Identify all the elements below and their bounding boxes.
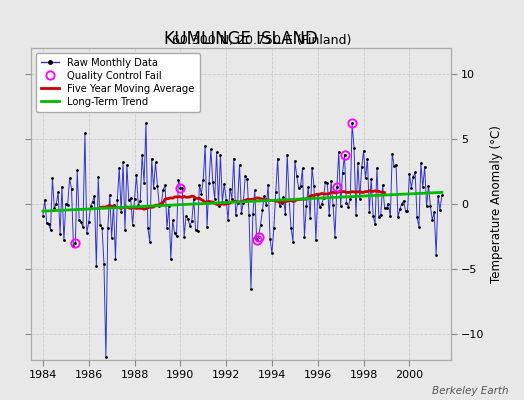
Text: 60.300 N, 20.750 E (Finland): 60.300 N, 20.750 E (Finland) bbox=[172, 34, 352, 47]
Y-axis label: Temperature Anomaly (°C): Temperature Anomaly (°C) bbox=[490, 125, 503, 283]
Title: KUMLINGE ISLAND: KUMLINGE ISLAND bbox=[164, 30, 318, 48]
Legend: Raw Monthly Data, Quality Control Fail, Five Year Moving Average, Long-Term Tren: Raw Monthly Data, Quality Control Fail, … bbox=[37, 53, 200, 112]
Text: Berkeley Earth: Berkeley Earth bbox=[432, 386, 508, 396]
